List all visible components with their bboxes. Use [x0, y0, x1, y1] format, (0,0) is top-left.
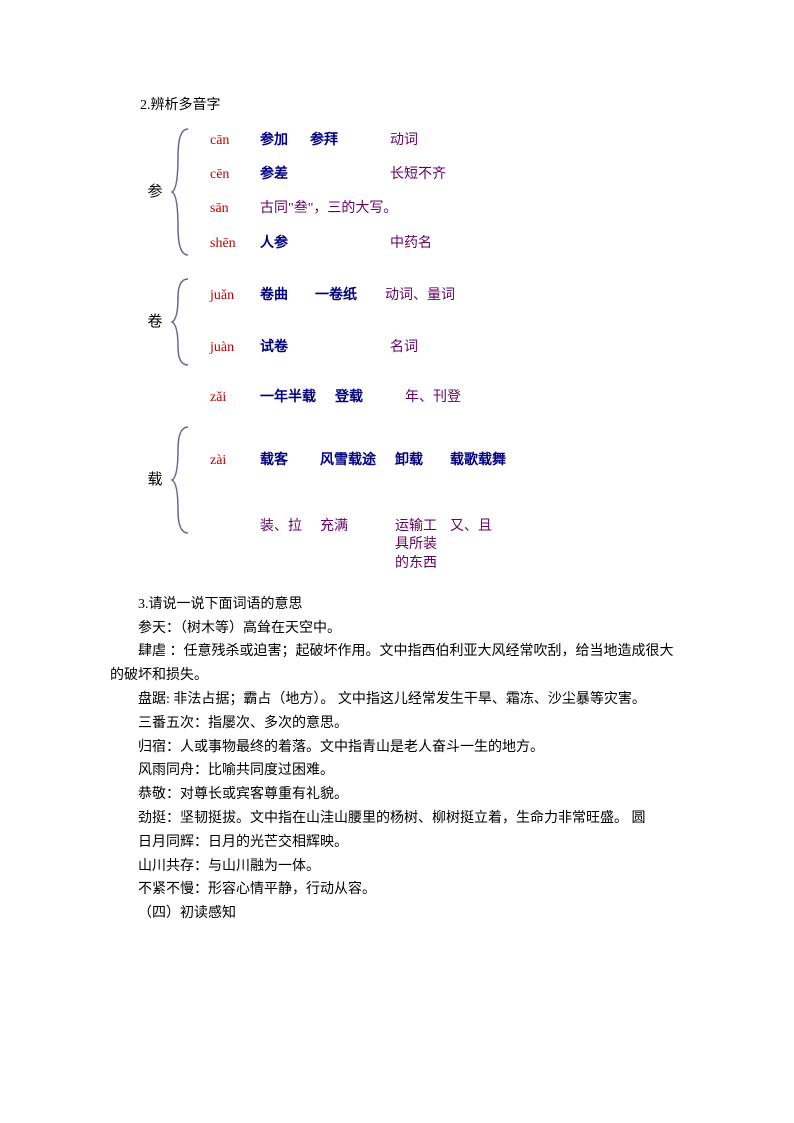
word-example: 人参	[260, 233, 390, 255]
word-example: 登载	[335, 387, 405, 409]
reading-row: juàn试卷名词	[210, 337, 485, 359]
char-label: 卷	[140, 310, 170, 334]
q3-title: 3.请说一说下面词语的意思	[110, 593, 684, 617]
pinyin: juàn	[210, 337, 260, 359]
word-example: 卸载	[395, 450, 450, 472]
sub-meanings: 装、拉充满运输工 具所装 的东西又、且	[260, 518, 530, 573]
word-example: 载歌载舞	[450, 450, 530, 472]
bracket-icon	[170, 425, 192, 535]
pinyin: zài	[210, 450, 260, 472]
word-example: 一年半载	[260, 387, 335, 409]
section-title: 2.辨析多音字	[140, 95, 684, 117]
char-block: 载 zǎi一年半载登载年、刊登 zài载客风雪载途卸载载歌载舞装、拉充满运输工 具所…	[140, 387, 684, 572]
char-block: 卷 juǎn卷曲一卷纸动词、量词 juàn试卷名词	[140, 277, 684, 367]
word-example: 参加	[260, 130, 310, 152]
reading-row: zài载客风雪载途卸载载歌载舞	[210, 450, 530, 472]
readings: zǎi一年半载登载年、刊登 zài载客风雪载途卸载载歌载舞装、拉充满运输工 具所装…	[210, 387, 530, 572]
polyphone-list: 参cān参加参拜动词cēn参差长短不齐sān古同"叁"，三的大写。shēn人参中…	[110, 127, 684, 572]
definition: 肆虐 ：任意残杀或迫害；起破坏作用。文中指西伯利亚大风经常吹刮，给当地造成很大的…	[110, 640, 684, 688]
reading-row: juǎn卷曲一卷纸动词、量词	[210, 285, 485, 307]
meaning: 古同"叁"，三的大写。	[260, 198, 460, 220]
reading-row: shēn人参中药名	[210, 233, 490, 255]
pinyin: cēn	[210, 164, 260, 186]
char-label: 参	[140, 180, 170, 204]
pinyin: shēn	[210, 233, 260, 255]
meaning: 长短不齐	[390, 164, 490, 186]
definition: 不紧不慢：形容心情平静，行动从容。	[110, 878, 684, 902]
meaning: 年、刊登	[405, 387, 505, 409]
meaning: 又、且	[450, 518, 530, 536]
reading-row: cān参加参拜动词	[210, 130, 490, 152]
reading-row: cēn参差长短不齐	[210, 164, 490, 186]
meaning: 中药名	[390, 233, 470, 255]
bracket-icon	[170, 277, 192, 367]
char-label: 载	[140, 468, 170, 492]
definition: 参天：（树木等）高耸在天空中。	[110, 617, 684, 641]
word-example: 载客	[260, 450, 320, 472]
bracket-icon	[170, 127, 192, 257]
definition: 山川共存：与山川融为一体。	[110, 855, 684, 879]
readings: cān参加参拜动词cēn参差长短不齐sān古同"叁"，三的大写。shēn人参中药…	[210, 130, 490, 256]
pinyin: zǎi	[210, 387, 260, 409]
word-example: 参差	[260, 164, 390, 186]
meaning: 充满	[320, 518, 395, 536]
word-example: 风雪载途	[320, 450, 395, 472]
word-example: 一卷纸	[315, 285, 385, 307]
word-example: 参拜	[310, 130, 390, 152]
definition: 盘踞: 非法占据；霸占（地方）。 文中指这儿经常发生干旱、霜冻、沙尘暴等灾害。	[110, 688, 684, 712]
meaning: 装、拉	[260, 518, 320, 536]
word-example: 卷曲	[260, 285, 315, 307]
reading-row: sān古同"叁"，三的大写。	[210, 198, 490, 220]
meaning: 动词	[390, 130, 470, 152]
meaning: 动词、量词	[385, 285, 485, 307]
pinyin: cān	[210, 130, 260, 152]
pinyin: sān	[210, 198, 260, 220]
definition: 三番五次：指屡次、多次的意思。	[110, 712, 684, 736]
definition: 恭敬：对尊长或宾客尊重有礼貌。	[110, 783, 684, 807]
word-example: 试卷	[260, 337, 390, 359]
meaning: 名词	[390, 337, 470, 359]
definition: 风雨同舟：比喻共同度过困难。	[110, 759, 684, 783]
char-block: 参cān参加参拜动词cēn参差长短不齐sān古同"叁"，三的大写。shēn人参中…	[140, 127, 684, 257]
definition: （四）初读感知	[110, 902, 684, 926]
pinyin: juǎn	[210, 285, 260, 307]
reading-row: zǎi一年半载登载年、刊登	[210, 387, 530, 409]
definition: 日月同辉：日月的光芒交相辉映。	[110, 831, 684, 855]
definitions-section: 3.请说一说下面词语的意思 参天：（树木等）高耸在天空中。肆虐 ：任意残杀或迫害…	[110, 593, 684, 926]
definition: 劲挺：坚韧挺拔。文中指在山洼山腰里的杨树、柳树挺立着，生命力非常旺盛。 圆	[110, 807, 684, 831]
meaning: 运输工 具所装 的东西	[395, 518, 450, 573]
definition: 归宿：人或事物最终的着落。文中指青山是老人奋斗一生的地方。	[110, 736, 684, 760]
readings: juǎn卷曲一卷纸动词、量词 juàn试卷名词	[210, 285, 485, 360]
